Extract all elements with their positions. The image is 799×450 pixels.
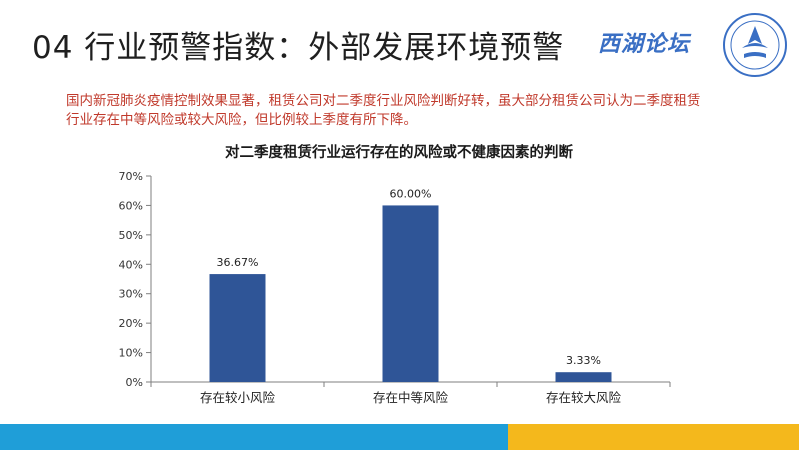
- chart-title: 对二季度租赁行业运行存在的风险或不健康因素的判断: [225, 143, 573, 161]
- bar-chart: 对二季度租赁行业运行存在的风险或不健康因素的判断 0% 10% 20% 30% 40% 5…: [119, 143, 671, 405]
- bar: [555, 372, 612, 382]
- y-tick-label: 20%: [119, 317, 143, 330]
- data-label: 3.33%: [566, 354, 601, 367]
- brand-logo-text: 西湖论坛: [598, 31, 691, 57]
- forum-emblem-icon: [723, 13, 787, 77]
- slide-title: 04 行业预警指数：外部发展环境预警: [32, 30, 565, 66]
- y-tick-label: 70%: [119, 170, 143, 183]
- x-tick-label: 存在中等风险: [373, 390, 449, 405]
- data-label: 60.00%: [390, 187, 432, 200]
- y-tick-label: 60%: [119, 199, 143, 212]
- x-tick-label: 存在较小风险: [200, 390, 276, 405]
- x-tick-label: 存在较大风险: [546, 390, 622, 405]
- y-tick-label: 50%: [119, 229, 143, 242]
- y-tick-label: 10%: [119, 347, 143, 360]
- footer-bar-blue: [0, 424, 508, 450]
- intro-paragraph: 国内新冠肺炎疫情控制效果显著，租赁公司对二季度行业风险判断好转，虽大部分租赁公司…: [66, 93, 701, 128]
- data-label: 36.67%: [217, 256, 259, 269]
- y-tick-label: 40%: [119, 258, 143, 271]
- y-tick-label: 0%: [126, 376, 143, 389]
- y-tick-label: 30%: [119, 288, 143, 301]
- footer-bar-yellow: [508, 424, 799, 450]
- bar: [382, 205, 439, 382]
- bar: [209, 274, 266, 382]
